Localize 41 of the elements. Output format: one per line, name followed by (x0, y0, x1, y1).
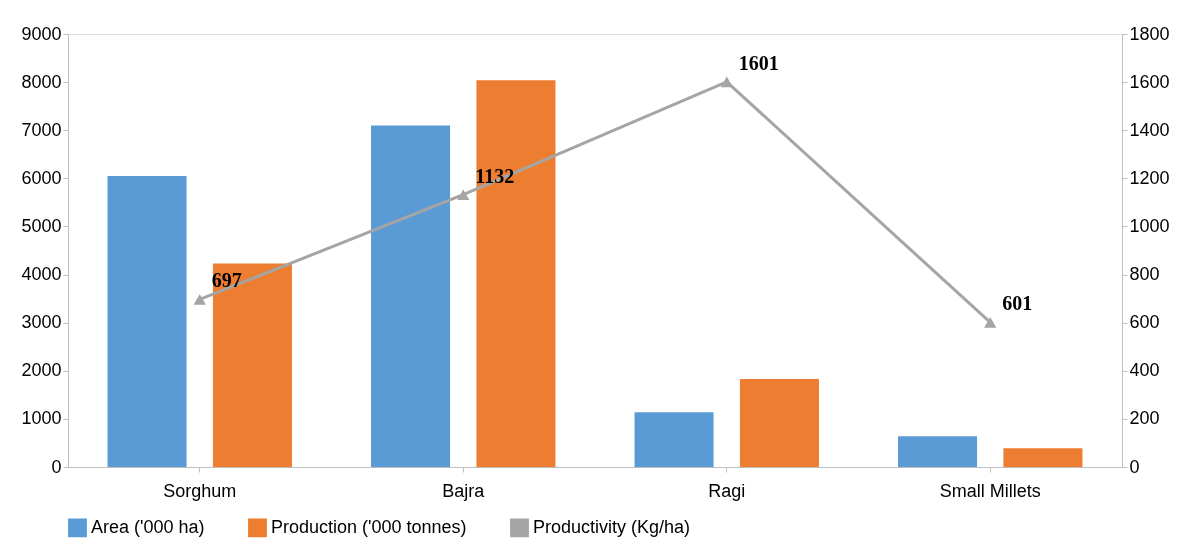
bar (107, 175, 187, 467)
legend-label: Productivity (Kg/ha) (533, 516, 691, 537)
y2-tick-label: 1400 (1129, 119, 1170, 140)
legend-label: Production ('000 tonnes) (271, 516, 467, 537)
bar (1003, 448, 1083, 467)
bar (739, 378, 819, 467)
legend-label: Area ('000 ha) (91, 516, 205, 537)
y2-tick-label: 400 (1129, 360, 1160, 381)
y2-tick-label: 0 (1129, 456, 1140, 477)
data-label: 1601 (738, 51, 779, 74)
y-tick-label: 6000 (21, 167, 62, 188)
bar (212, 263, 292, 467)
y-tick-label: 4000 (21, 264, 62, 285)
y-tick-label: 7000 (21, 119, 62, 140)
point (457, 189, 470, 200)
y-tick-label: 3000 (21, 312, 62, 333)
y2-tick-label: 1200 (1129, 167, 1170, 188)
y-tick-label: 1000 (21, 408, 62, 429)
y2-tick-label: 200 (1129, 408, 1160, 429)
data-label: 1132 (475, 164, 515, 187)
y2-tick-label: 1800 (1129, 23, 1170, 44)
y2-tick-label: 1600 (1129, 71, 1170, 92)
y-tick-label: 5000 (21, 215, 62, 236)
bar (898, 436, 978, 467)
x-tick-label: Sorghum (163, 480, 237, 501)
y2-tick-label: 1000 (1129, 215, 1170, 236)
data-label: 601 (1002, 292, 1033, 315)
x-tick-label: Small Millets (939, 480, 1041, 501)
y2-tick-label: 600 (1129, 312, 1160, 333)
y-tick-label: 0 (51, 456, 62, 477)
y2-tick-label: 800 (1129, 264, 1160, 285)
x-tick-label: Ragi (708, 480, 746, 501)
bar (476, 80, 556, 467)
bar (371, 125, 451, 467)
point (984, 317, 997, 328)
point (193, 294, 206, 305)
bar (634, 412, 714, 467)
y-tick-label: 2000 (21, 360, 62, 381)
y-tick-label: 8000 (21, 71, 62, 92)
x-tick-label: Bajra (442, 480, 486, 501)
y-tick-label: 9000 (21, 23, 62, 44)
